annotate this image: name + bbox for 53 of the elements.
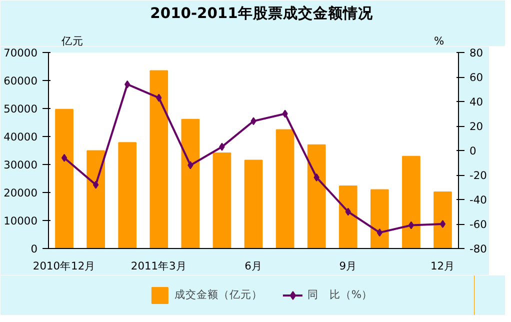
bar: [307, 144, 326, 248]
bar: [276, 129, 294, 248]
bar: [434, 191, 452, 248]
point: [124, 80, 130, 88]
legend-label: 同 比（%）: [307, 288, 373, 302]
y-tick-label: 70000: [4, 46, 38, 60]
y2-tick-label: -40: [470, 194, 488, 206]
point: [282, 110, 288, 118]
point: [92, 180, 99, 189]
legend-label: 成交金额（亿元）: [174, 288, 262, 302]
bar: [370, 189, 389, 248]
point: [250, 117, 256, 126]
y-tick-label: 50000: [4, 102, 38, 116]
point: [345, 208, 351, 216]
x-tick-label: 2010年12月: [32, 260, 96, 272]
y-tick-label: 30000: [4, 158, 38, 172]
bar: [212, 152, 232, 248]
bar: [181, 118, 200, 248]
point: [376, 228, 382, 237]
y-tick-label: 0: [30, 242, 38, 256]
chart-title: 2010-2011年股票成交金额情况: [150, 4, 374, 22]
bar: [402, 156, 420, 248]
point: [440, 220, 446, 228]
y2-tick-label: -20: [470, 169, 488, 182]
y2-tick-label: 40: [470, 96, 484, 108]
bar: [150, 70, 168, 248]
bar: [86, 150, 105, 248]
y-tick-label: 40000: [4, 130, 38, 144]
bar: [55, 108, 74, 248]
point: [188, 161, 194, 170]
point: [156, 94, 162, 102]
x-tick-label: 12月: [430, 260, 456, 272]
bar: [118, 142, 137, 248]
y2-tick-label: 60: [470, 71, 484, 84]
y2-tick-label: 20: [470, 120, 484, 133]
y-tick-label: 10000: [4, 214, 38, 228]
y2-tick-label: 80: [470, 46, 484, 60]
x-tick-label: 9月: [339, 260, 358, 272]
x-tick-label: 2011年3月: [130, 260, 187, 272]
y-tick-label: 60000: [4, 74, 38, 88]
y2-tick-label: -80: [470, 242, 488, 256]
point: [408, 221, 414, 230]
y2-axis-title: %: [434, 34, 444, 48]
bar: [244, 160, 263, 248]
bar: [338, 186, 358, 248]
y-tick-label: 20000: [4, 186, 38, 200]
point: [61, 154, 68, 162]
y2-tick-label: 0: [470, 144, 476, 158]
x-tick-label: 6月: [244, 260, 262, 272]
y2-tick-label: -60: [470, 218, 488, 231]
y-axis-title: 亿元: [60, 34, 84, 48]
point: [219, 142, 225, 151]
point: [314, 173, 320, 182]
